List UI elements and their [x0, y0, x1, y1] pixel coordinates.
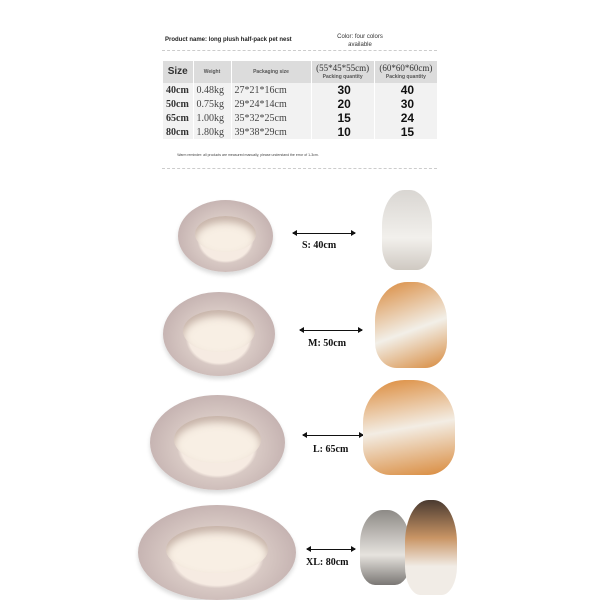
cat-image [360, 510, 410, 585]
dog-image [405, 500, 457, 595]
divider [162, 50, 437, 51]
size-label: S: 40cm [302, 240, 337, 251]
divider [162, 168, 437, 169]
header-size: Size [163, 61, 194, 83]
arrow-icon [292, 230, 356, 236]
pet-bed-small [178, 200, 273, 272]
size-label: XL: 80cm [306, 557, 349, 568]
table-row: 65cm 1.00kg 35*32*25cm 15 24 [163, 111, 439, 125]
size-label: L: 65cm [313, 444, 349, 455]
shiba-image [363, 380, 455, 475]
arrow-icon [306, 546, 356, 552]
arrow-icon [302, 432, 364, 438]
table-row: 40cm 0.48kg 27*21*16cm 30 40 [163, 83, 439, 97]
spec-table: Size Weight Packaging size (55*45*55cm) P… [163, 61, 439, 139]
qty-label-2: Packing quantity [385, 74, 426, 80]
box-size-2: (60*60*60cm) [379, 63, 433, 73]
arrow-icon [299, 327, 363, 333]
product-name: Product name: long plush half-pack pet n… [165, 37, 292, 43]
size-label: M: 50cm [308, 338, 347, 349]
pet-bed-medium [163, 292, 275, 376]
pet-bed-xl [138, 505, 296, 600]
header-qty1: (55*45*55cm) Packing quantity [311, 61, 375, 83]
cat-image [382, 190, 432, 270]
table-row: 50cm 0.75kg 29*24*14cm 20 30 [163, 97, 439, 111]
warning-note: Warm reminder: all products are measured… [177, 153, 319, 157]
pet-bed-large [150, 395, 285, 490]
color-note: Color: four colors available [337, 34, 383, 48]
header-packaging: Packaging size [231, 61, 312, 83]
header-qty2: (60*60*60cm) Packing quantity [374, 61, 439, 83]
header-weight: Weight [193, 61, 232, 83]
corgi-image [375, 282, 447, 368]
box-size-1: (55*45*55cm) [316, 63, 370, 73]
table-row: 80cm 1.80kg 39*38*29cm 10 15 [163, 125, 439, 139]
qty-label-1: Packing quantity [322, 74, 363, 80]
